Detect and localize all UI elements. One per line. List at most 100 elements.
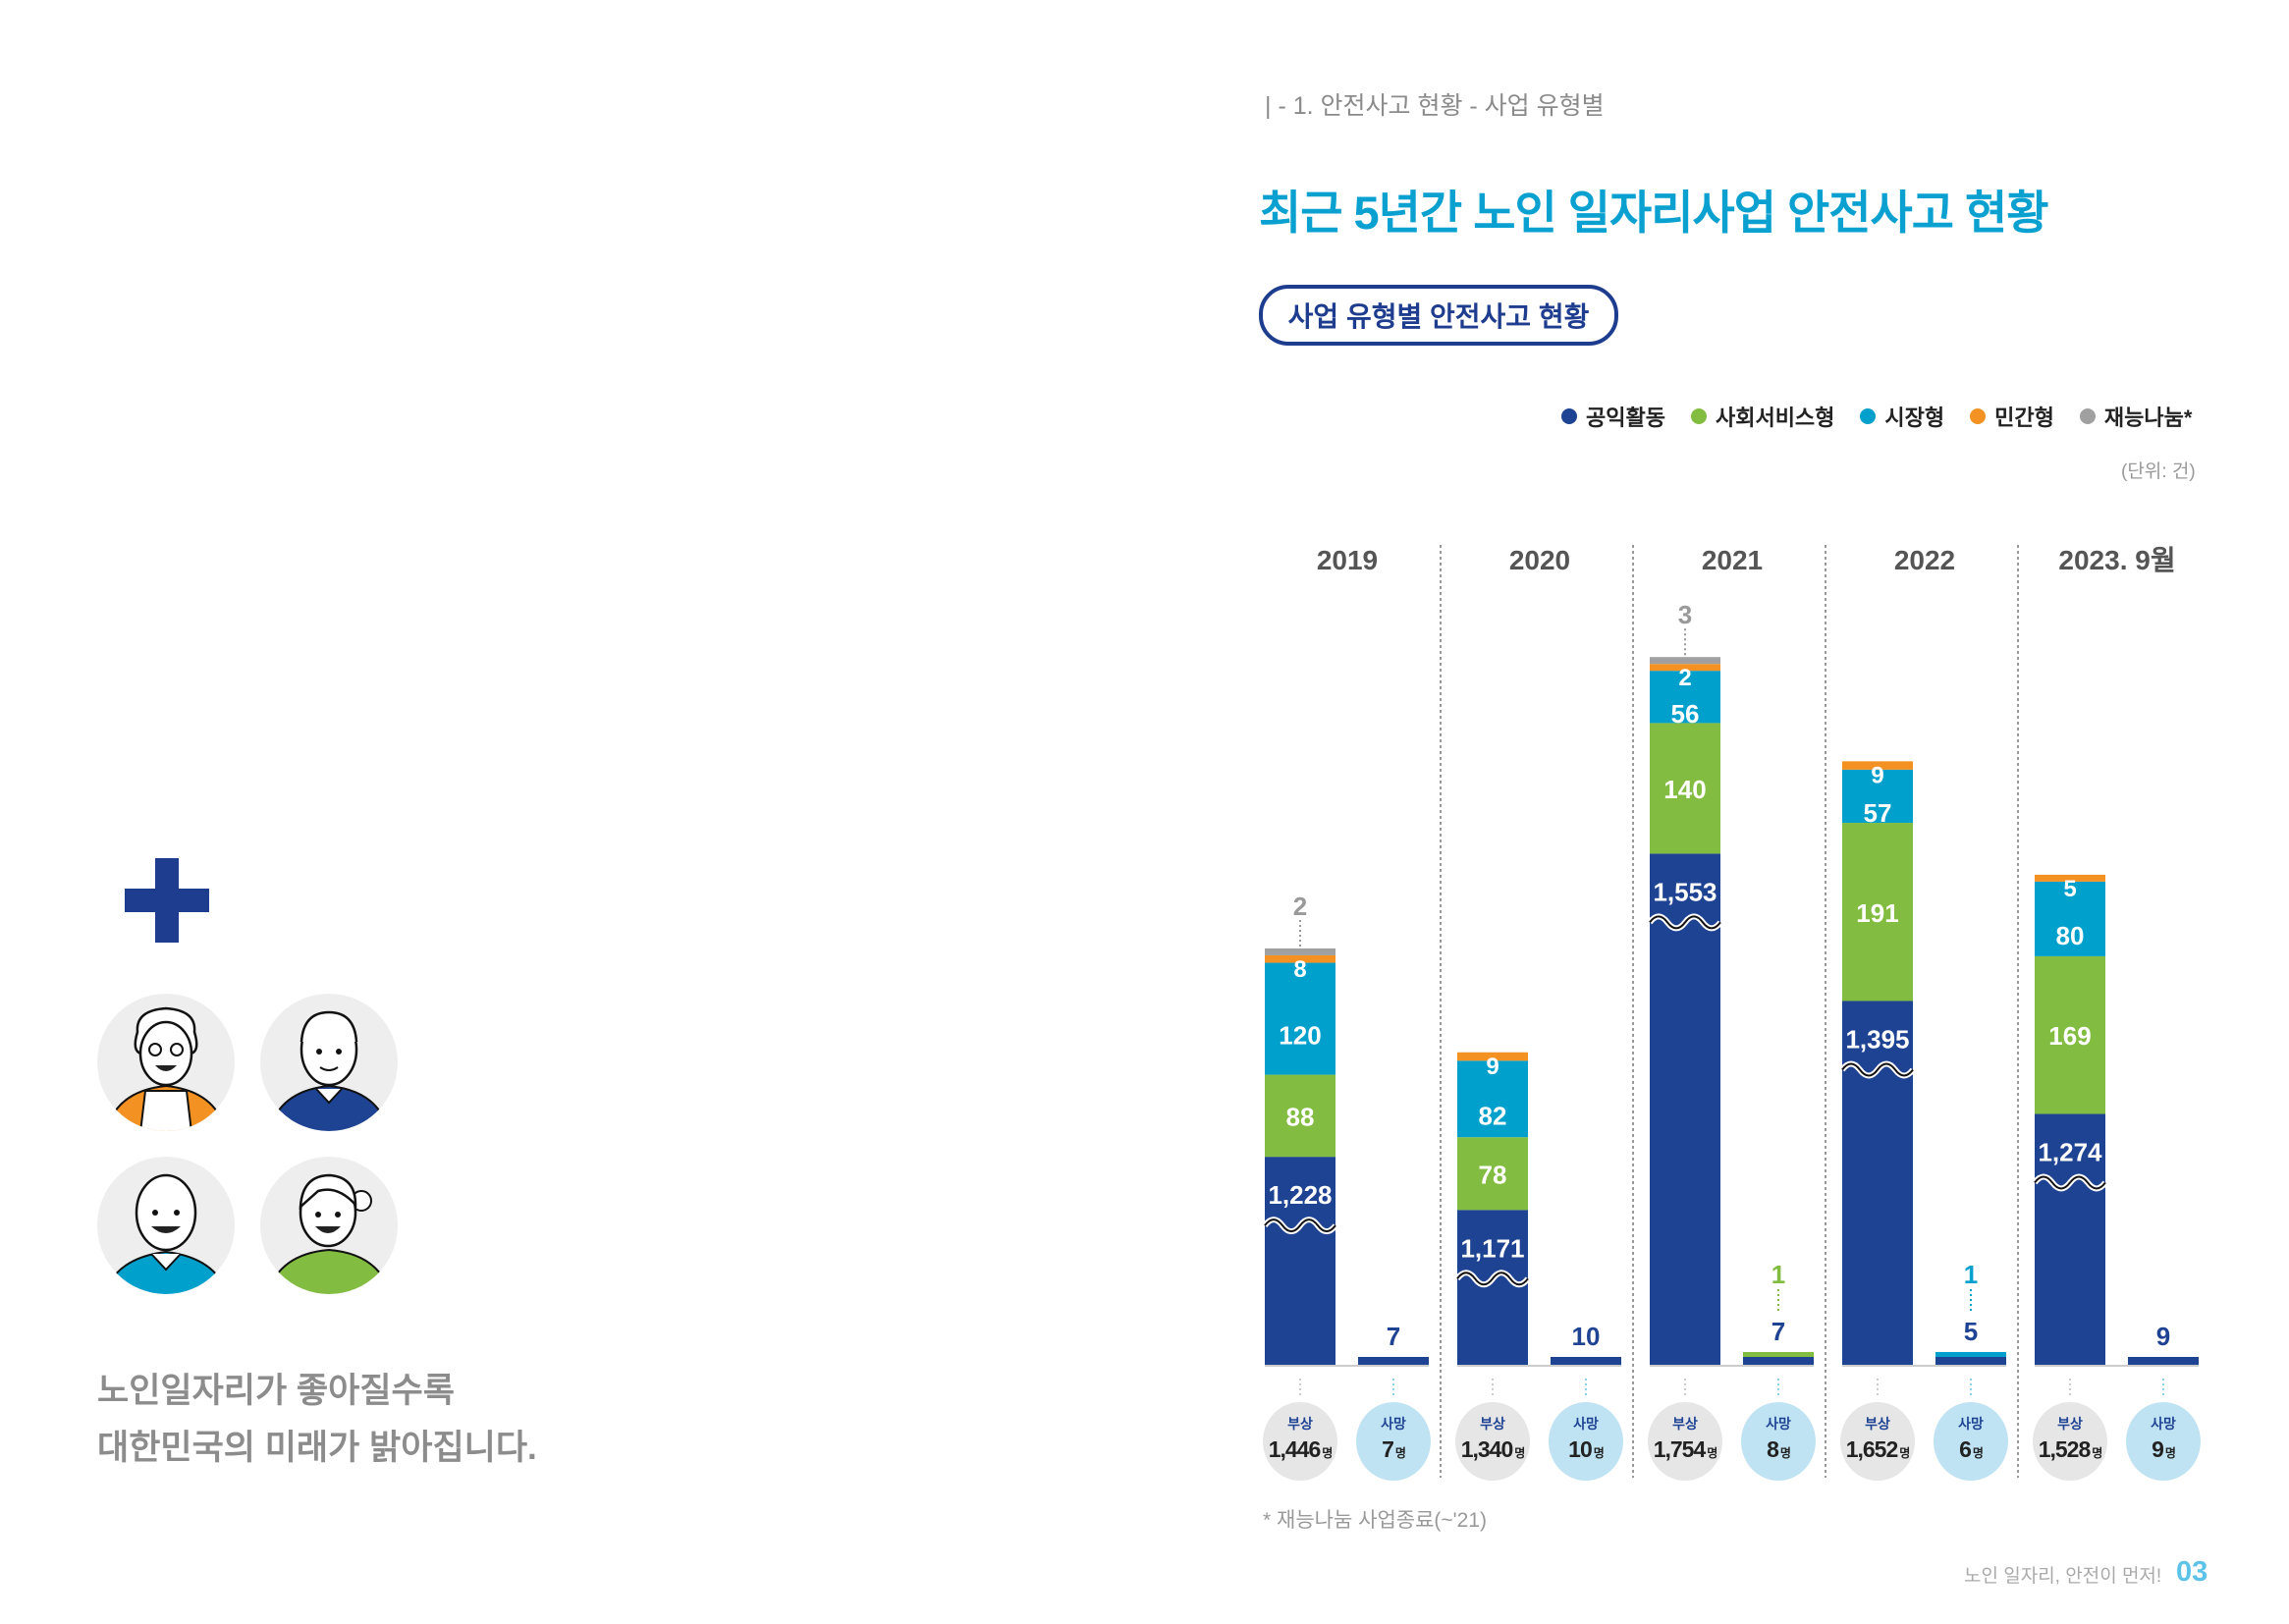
bar-segment-injury-3	[1457, 1052, 1528, 1061]
bar-segment-injury-2	[1265, 962, 1335, 1075]
bar-segment-injury-1	[1265, 1074, 1335, 1158]
axis-break-line	[1456, 1272, 1529, 1286]
bar-segment-injury-0	[1457, 1210, 1528, 1365]
bar-segment-injury-4	[1265, 947, 1335, 955]
total-label: 사망	[1958, 1416, 1984, 1432]
slogan-line-1: 노인일자리가 좋아질수록	[97, 1372, 455, 1410]
bar-value-label: 1,228	[1268, 1180, 1332, 1210]
unit-label: (단위: 건)	[2121, 461, 2196, 482]
bar-value-label: 88	[1286, 1102, 1315, 1131]
bar-value-label: 169	[2048, 1021, 2091, 1051]
total-label: 부상	[1480, 1416, 1505, 1432]
total-label: 사망	[1573, 1416, 1599, 1432]
bar-value-label-gray: 3	[1678, 600, 1692, 629]
axis-break-line	[1649, 915, 1721, 930]
legend-item-social-service: 사회서비스형	[1690, 401, 1835, 432]
section-title: 사업 유형별 안전사고 현황	[1287, 301, 1590, 332]
bar-value-label: 1,171	[1460, 1233, 1524, 1263]
elderly-man-blue-avatar-icon	[97, 1157, 235, 1294]
death-value-label: 10	[1572, 1322, 1601, 1351]
bar-value-label: 1,395	[1845, 1025, 1909, 1055]
total-unit: 명	[1395, 1446, 1405, 1460]
total-circle	[1455, 1402, 1530, 1481]
bar-segment-injury-0	[2035, 1113, 2105, 1365]
death-value-label: 9	[2156, 1322, 2170, 1351]
legend-label: 시장형	[1884, 406, 1945, 430]
death-value-label-extra: 1	[1964, 1260, 1978, 1289]
legend-dot-icon	[1860, 408, 1877, 424]
total-label: 사망	[1766, 1416, 1791, 1432]
bar-value-label-small: 9	[1871, 762, 1883, 788]
bar-segment-injury-0	[1842, 1001, 1913, 1365]
legend-dot-icon	[2079, 408, 2096, 424]
death-value-label: 7	[1387, 1322, 1400, 1351]
year-label: 2021	[1702, 545, 1763, 575]
bar-segment-injury-3	[1650, 664, 1720, 672]
bar-segment-injury-1	[1457, 1137, 1528, 1211]
total-circle	[1648, 1402, 1722, 1481]
legend-label: 사회서비스형	[1715, 406, 1835, 430]
bar-segment-injury-1	[1842, 823, 1913, 1001]
total-circle	[1549, 1402, 1623, 1481]
slogan-line-2: 대한민국의 미래가 밝아집니다.	[97, 1429, 537, 1467]
bar-segment-injury-2	[1457, 1060, 1528, 1138]
bar-value-label-small: 2	[1678, 665, 1691, 691]
legend-item-private: 민간형	[1970, 401, 2054, 432]
bar-segment-injury-3	[2035, 874, 2105, 882]
bar-segment-injury-2	[1842, 769, 1913, 824]
total-unit: 명	[1780, 1446, 1790, 1460]
legend-item-talent-sharing: 재능나눔*	[2079, 401, 2192, 432]
bar-segment-injury-0	[1650, 853, 1720, 1365]
footnote: * 재능나눔 사업종료(~'21)	[1263, 1509, 1488, 1532]
total-label: 부상	[1865, 1416, 1890, 1432]
axis-break-line	[2034, 1175, 2106, 1190]
total-circle	[1741, 1402, 1816, 1481]
elderly-man-navy-avatar-icon	[260, 994, 398, 1131]
bar-value-label-small: 5	[2063, 876, 2076, 902]
bar-value-label: 1,553	[1653, 877, 1717, 906]
legend-item-market: 시장형	[1860, 401, 1944, 432]
bar-value-label: 1,274	[2038, 1137, 2102, 1166]
total-circle	[1356, 1402, 1431, 1481]
bar-value-label: 56	[1671, 699, 1700, 729]
bar-segment-death-1	[1743, 1352, 1814, 1357]
total-circle	[2126, 1402, 2201, 1481]
bar-segment-death-0	[1935, 1357, 2006, 1365]
footer-text: 노인 일자리, 안전이 먼저!	[1964, 1566, 2162, 1587]
bar-segment-injury-2	[1650, 671, 1720, 724]
total-unit: 명	[1594, 1446, 1604, 1460]
death-value-label: 5	[1964, 1317, 1978, 1346]
year-label: 2022	[1894, 545, 1955, 575]
death-value-label-extra: 1	[1771, 1260, 1785, 1289]
plus-icon	[125, 858, 209, 943]
chart-legend: 공익활동 사회서비스형 시장형 민간형 재능나눔*	[1561, 401, 2192, 432]
bar-segment-injury-2	[2035, 881, 2105, 956]
total-unit: 명	[1707, 1446, 1717, 1460]
bar-value-label: 82	[1479, 1101, 1507, 1130]
bar-segment-death-0	[1358, 1357, 1429, 1365]
bar-segment-death-2	[1935, 1352, 2006, 1357]
year-label: 2023. 9월	[2058, 545, 2175, 575]
total-circle	[1840, 1402, 1915, 1481]
page-title: 최근 5년간 노인 일자리사업 안전사고 현황	[1259, 187, 2049, 239]
bar-segment-death-0	[1551, 1357, 1621, 1365]
year-label: 2019	[1317, 545, 1378, 575]
bar-segment-injury-3	[1842, 761, 1913, 770]
legend-dot-icon	[1561, 408, 1577, 424]
total-unit: 명	[1322, 1446, 1332, 1460]
axis-break-line	[1841, 1062, 1914, 1077]
bar-value-label-small: 8	[1293, 956, 1306, 983]
bar-segment-death-0	[1743, 1357, 1814, 1365]
total-circle	[2033, 1402, 2107, 1481]
elderly-woman-orange-avatar-icon	[97, 994, 235, 1131]
bar-value-label: 191	[1856, 898, 1898, 928]
bar-value-label: 140	[1663, 775, 1706, 804]
total-value: 10 명	[1568, 1436, 1604, 1462]
legend-label: 공익활동	[1586, 406, 1665, 430]
axis-break-line	[1264, 1218, 1336, 1233]
legend-item-public: 공익활동	[1561, 401, 1665, 432]
bar-value-label: 80	[2056, 921, 2085, 950]
legend-dot-icon	[1970, 408, 1987, 424]
bar-value-label-small: 9	[1486, 1054, 1499, 1080]
